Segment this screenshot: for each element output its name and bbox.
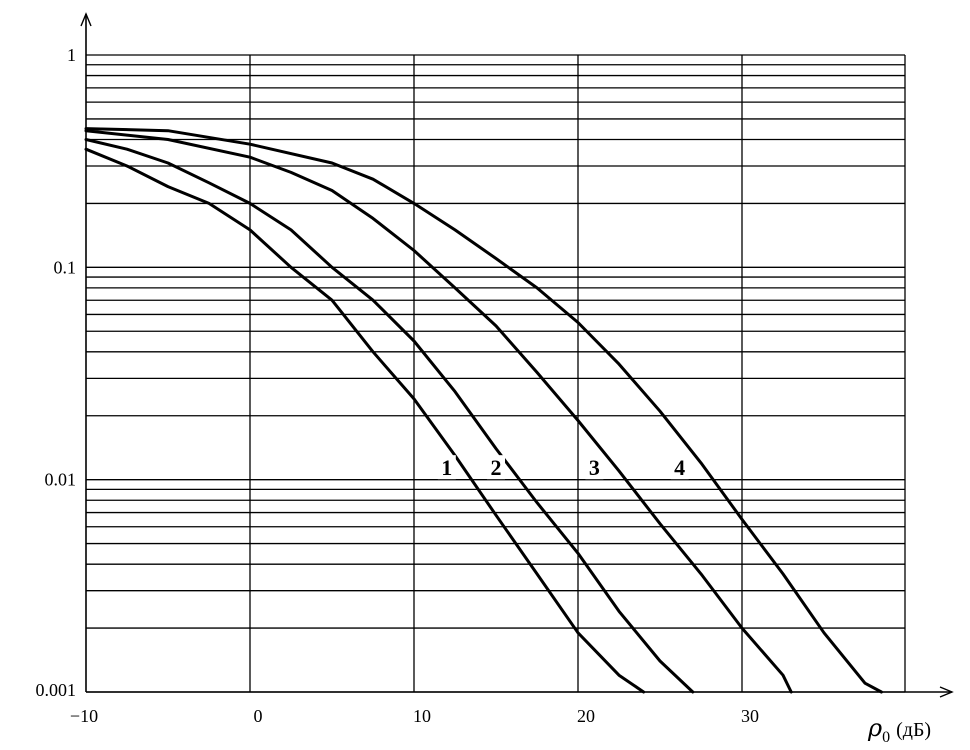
- x-axis-label-subscript: 0: [882, 729, 890, 746]
- curve-label-3: 3: [589, 455, 600, 480]
- y-axis-arrow: [80, 12, 92, 27]
- curve-labels: 1 2 3 4: [437, 455, 689, 480]
- x-axis-label-symbol: ρ: [867, 714, 882, 742]
- series-lines: [84, 127, 883, 694]
- curve-label-background: [585, 455, 604, 480]
- curve-label-background: [487, 455, 505, 480]
- grid: [86, 54, 906, 693]
- x-tick-label: 30: [741, 706, 759, 726]
- curve-label-1: 1: [441, 455, 452, 480]
- series-line-3: [84, 129, 793, 694]
- series-line-1: [84, 147, 646, 694]
- x-tick-label: 0: [254, 706, 263, 726]
- y-tick-label: 0.01: [45, 470, 77, 490]
- x-tick-label: −10: [70, 706, 98, 726]
- y-tick-label: 1: [67, 45, 76, 65]
- x-tick-labels: −10 0 10 20 30: [70, 706, 759, 726]
- curve-label-background: [437, 455, 456, 480]
- x-tick-label: 20: [577, 706, 595, 726]
- x-axis-arrow: [939, 686, 954, 698]
- curve-label-2: 2: [491, 455, 502, 480]
- y-tick-labels: 1 0.1 0.01 0.001: [36, 45, 77, 700]
- curve-label-background: [670, 455, 689, 480]
- y-tick-label: 0.001: [36, 680, 77, 700]
- axes: [80, 12, 954, 698]
- curve-label-4: 4: [674, 455, 685, 480]
- x-axis-label: ρ0 (дБ): [867, 714, 931, 746]
- y-tick-label: 0.1: [54, 257, 77, 277]
- x-tick-label: 10: [413, 706, 431, 726]
- series-line-4: [84, 127, 883, 694]
- series-line-2: [84, 138, 695, 694]
- x-axis-label-unit: (дБ): [896, 719, 931, 741]
